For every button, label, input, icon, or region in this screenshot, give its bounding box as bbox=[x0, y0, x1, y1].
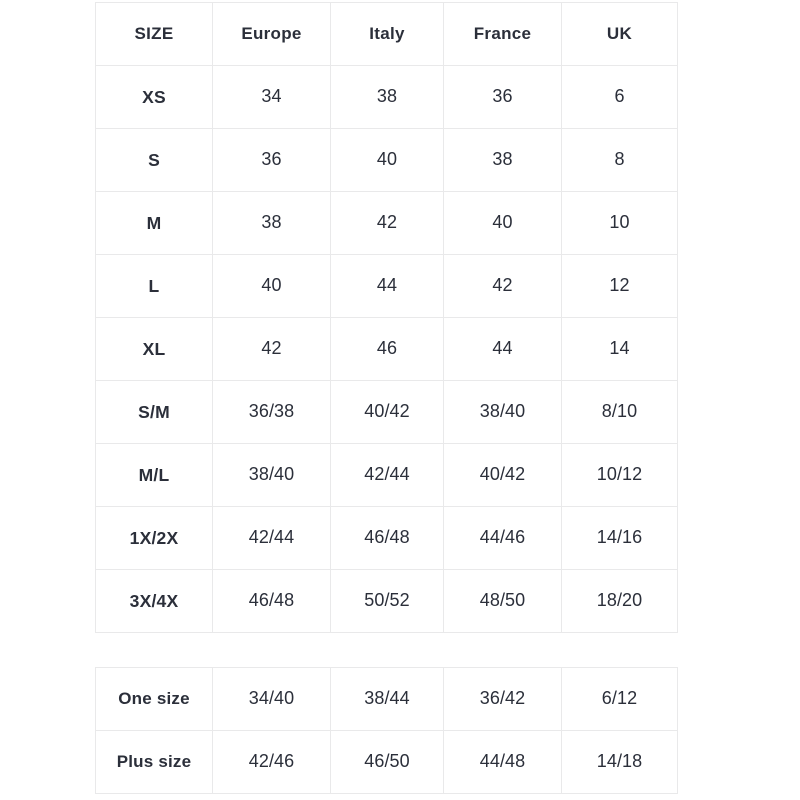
column-header-europe: Europe bbox=[212, 2, 331, 66]
table-row: M/L 38/40 42/44 40/42 10/12 bbox=[95, 443, 678, 507]
cell-uk: 8 bbox=[561, 128, 678, 192]
cell-uk: 14/16 bbox=[561, 506, 678, 570]
cell-uk: 8/10 bbox=[561, 380, 678, 444]
cell-europe: 36/38 bbox=[212, 380, 331, 444]
cell-uk: 6 bbox=[561, 65, 678, 129]
table-header-row: SIZE Europe Italy France UK bbox=[95, 2, 678, 66]
table-body: XS 34 38 36 6 S 36 40 38 8 M 38 42 40 10 bbox=[95, 65, 678, 633]
table-row: S/M 36/38 40/42 38/40 8/10 bbox=[95, 380, 678, 444]
cell-uk: 14/18 bbox=[561, 730, 678, 794]
column-header-italy: Italy bbox=[330, 2, 444, 66]
cell-france: 44/46 bbox=[443, 506, 562, 570]
row-label-s-m: S/M bbox=[95, 380, 213, 444]
row-label-s: S bbox=[95, 128, 213, 192]
cell-italy: 38/44 bbox=[330, 667, 444, 731]
table-row: XS 34 38 36 6 bbox=[95, 65, 678, 129]
cell-europe: 42/44 bbox=[212, 506, 331, 570]
cell-france: 42 bbox=[443, 254, 562, 318]
cell-europe: 36 bbox=[212, 128, 331, 192]
cell-france: 40 bbox=[443, 191, 562, 255]
row-label-one-size: One size bbox=[95, 667, 213, 731]
table-row: Plus size 42/46 46/50 44/48 14/18 bbox=[95, 730, 678, 794]
cell-uk: 14 bbox=[561, 317, 678, 381]
row-label-1x-2x: 1X/2X bbox=[95, 506, 213, 570]
cell-europe: 34 bbox=[212, 65, 331, 129]
row-label-xs: XS bbox=[95, 65, 213, 129]
cell-uk: 10/12 bbox=[561, 443, 678, 507]
table-row: XL 42 46 44 14 bbox=[95, 317, 678, 381]
cell-italy: 46/50 bbox=[330, 730, 444, 794]
cell-france: 38 bbox=[443, 128, 562, 192]
cell-italy: 44 bbox=[330, 254, 444, 318]
cell-uk: 18/20 bbox=[561, 569, 678, 633]
row-label-m: M bbox=[95, 191, 213, 255]
table-row: L 40 44 42 12 bbox=[95, 254, 678, 318]
cell-europe: 34/40 bbox=[212, 667, 331, 731]
table-row: One size 34/40 38/44 36/42 6/12 bbox=[95, 667, 678, 731]
cell-france: 36/42 bbox=[443, 667, 562, 731]
cell-italy: 40/42 bbox=[330, 380, 444, 444]
one-size-chart-container: One size 34/40 38/44 36/42 6/12 Plus siz… bbox=[95, 667, 678, 794]
cell-france: 38/40 bbox=[443, 380, 562, 444]
cell-italy: 50/52 bbox=[330, 569, 444, 633]
row-label-m-l: M/L bbox=[95, 443, 213, 507]
column-header-size: SIZE bbox=[95, 2, 213, 66]
one-size-table: One size 34/40 38/44 36/42 6/12 Plus siz… bbox=[95, 667, 678, 794]
table-header: SIZE Europe Italy France UK bbox=[95, 2, 678, 66]
row-label-xl: XL bbox=[95, 317, 213, 381]
cell-uk: 12 bbox=[561, 254, 678, 318]
row-label-plus-size: Plus size bbox=[95, 730, 213, 794]
cell-europe: 38 bbox=[212, 191, 331, 255]
cell-europe: 38/40 bbox=[212, 443, 331, 507]
table-row: S 36 40 38 8 bbox=[95, 128, 678, 192]
table-row: 1X/2X 42/44 46/48 44/46 14/16 bbox=[95, 506, 678, 570]
cell-france: 40/42 bbox=[443, 443, 562, 507]
row-label-l: L bbox=[95, 254, 213, 318]
primary-size-chart-container: SIZE Europe Italy France UK XS 34 38 36 … bbox=[95, 2, 678, 633]
column-header-uk: UK bbox=[561, 2, 678, 66]
cell-europe: 40 bbox=[212, 254, 331, 318]
cell-uk: 10 bbox=[561, 191, 678, 255]
table-row: 3X/4X 46/48 50/52 48/50 18/20 bbox=[95, 569, 678, 633]
cell-france: 48/50 bbox=[443, 569, 562, 633]
cell-italy: 46 bbox=[330, 317, 444, 381]
cell-italy: 46/48 bbox=[330, 506, 444, 570]
row-label-3x-4x: 3X/4X bbox=[95, 569, 213, 633]
standard-size-table: SIZE Europe Italy France UK XS 34 38 36 … bbox=[95, 2, 678, 633]
cell-italy: 42/44 bbox=[330, 443, 444, 507]
cell-europe: 46/48 bbox=[212, 569, 331, 633]
cell-europe: 42 bbox=[212, 317, 331, 381]
table-row: M 38 42 40 10 bbox=[95, 191, 678, 255]
cell-uk: 6/12 bbox=[561, 667, 678, 731]
cell-italy: 42 bbox=[330, 191, 444, 255]
cell-france: 44 bbox=[443, 317, 562, 381]
cell-france: 36 bbox=[443, 65, 562, 129]
cell-europe: 42/46 bbox=[212, 730, 331, 794]
cell-france: 44/48 bbox=[443, 730, 562, 794]
column-header-france: France bbox=[443, 2, 562, 66]
cell-italy: 38 bbox=[330, 65, 444, 129]
table-body: One size 34/40 38/44 36/42 6/12 Plus siz… bbox=[95, 667, 678, 794]
cell-italy: 40 bbox=[330, 128, 444, 192]
